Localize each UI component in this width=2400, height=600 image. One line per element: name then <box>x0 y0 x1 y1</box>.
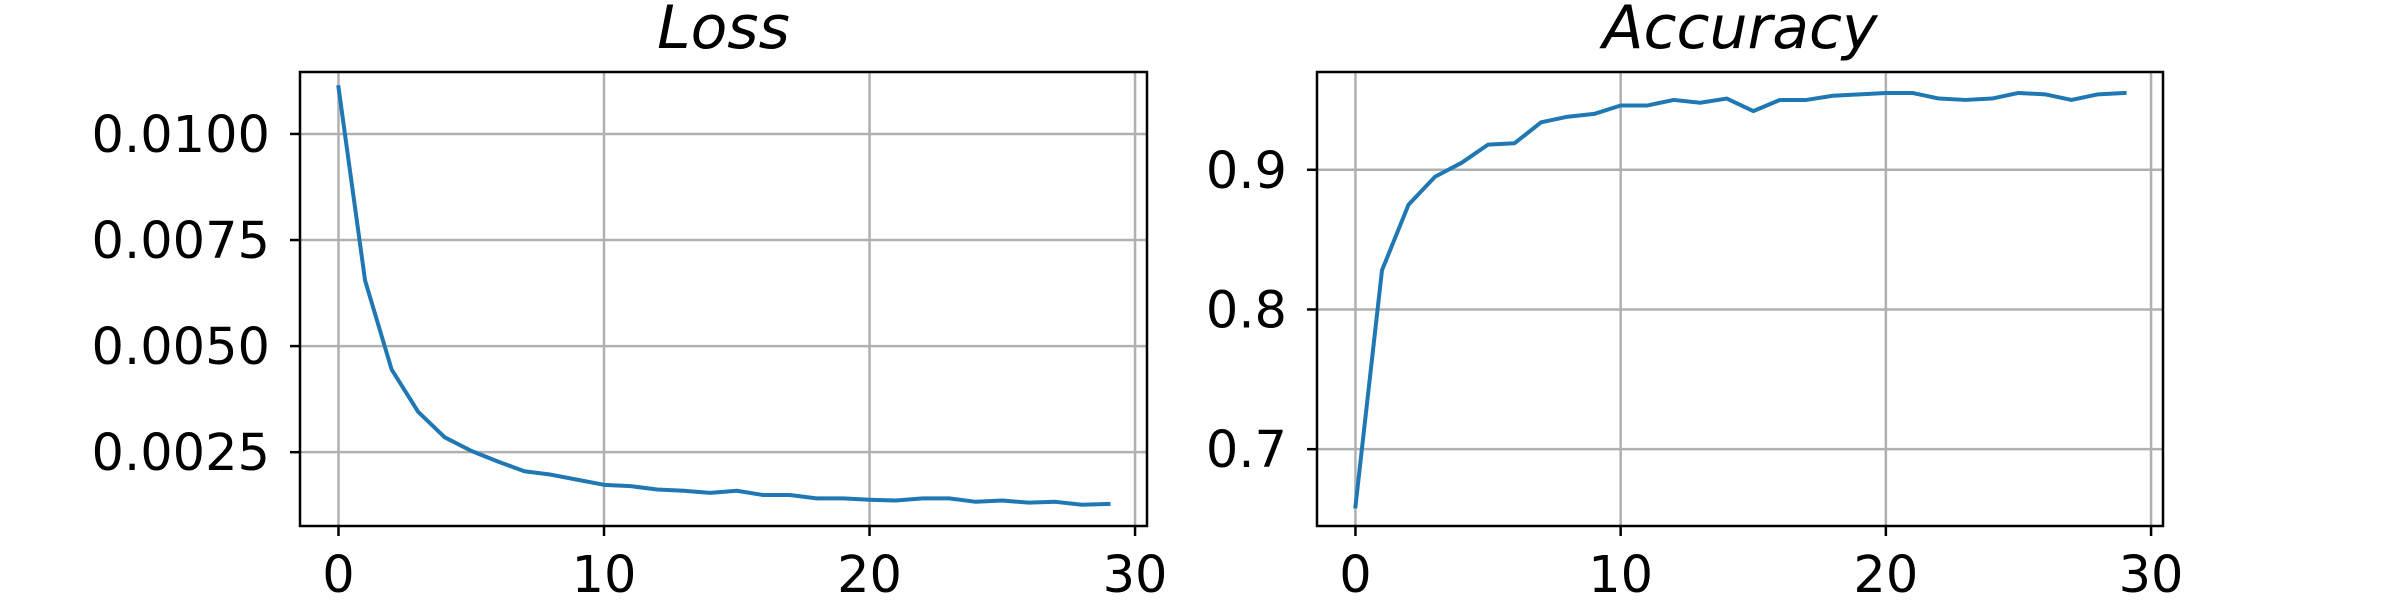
loss-plot-frame <box>298 70 1149 528</box>
accuracy-series-line <box>1353 90 2127 509</box>
accuracy-x-tick-label: 0 <box>1339 546 1371 600</box>
accuracy-plot-frame <box>1315 70 2165 528</box>
accuracy-y-tick-label: 0.9 <box>1206 142 1287 201</box>
loss-y-tick-label: 0.0075 <box>92 212 270 271</box>
loss-chart: 0 10 20 30 0.0025 0.0050 0.0075 0.0100 Loss <box>92 0 1168 600</box>
loss-y-tick-label: 0.0100 <box>92 106 270 165</box>
loss-x-tick-label: 10 <box>572 546 637 600</box>
accuracy-chart: 0 10 20 30 0.7 0.8 0.9 Accuracy <box>1206 0 2184 600</box>
loss-chart-title: Loss <box>657 0 790 63</box>
accuracy-x-tick-label: 30 <box>2119 546 2184 600</box>
loss-x-tick-label: 20 <box>837 546 902 600</box>
loss-y-tick-label: 0.0050 <box>92 318 270 377</box>
accuracy-x-tick-label: 20 <box>1853 546 1918 600</box>
accuracy-x-tick-label: 10 <box>1588 546 1653 600</box>
loss-y-tick-label: 0.0025 <box>92 424 270 483</box>
loss-x-tick-label: 0 <box>322 546 354 600</box>
accuracy-y-tick-label: 0.7 <box>1206 421 1287 480</box>
loss-x-tick-label: 30 <box>1103 546 1168 600</box>
accuracy-chart-title: Accuracy <box>1599 0 1879 63</box>
accuracy-y-tick-label: 0.8 <box>1206 281 1287 340</box>
loss-series-line <box>336 85 1111 507</box>
